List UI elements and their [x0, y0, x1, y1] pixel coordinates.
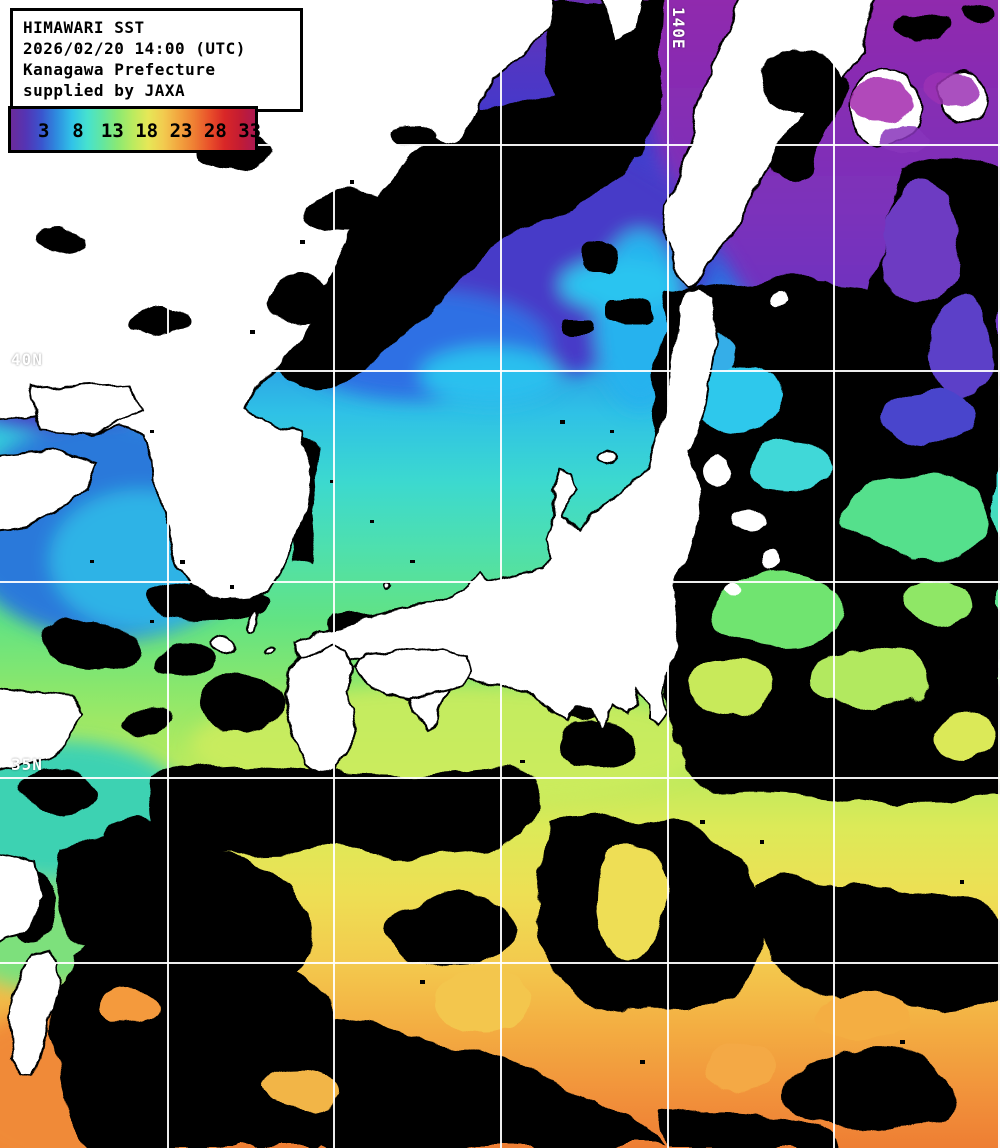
land-taiwan	[7, 949, 63, 1080]
land-zhejiang	[0, 853, 46, 943]
credit-label: supplied by JAXA	[23, 81, 186, 100]
colorbar-tick: 23	[169, 119, 193, 142]
colorbar-tick: 8	[72, 119, 84, 142]
colorbar-tick: 13	[100, 119, 124, 142]
region-label: Kanagawa Prefecture	[23, 60, 216, 79]
land-shandong	[0, 450, 98, 532]
land-iki	[268, 644, 276, 652]
land-jeju	[208, 637, 236, 655]
nodata-white-patches	[702, 290, 790, 596]
product-title: HIMAWARI SST	[23, 18, 145, 37]
land-sakhalin-tip	[601, 0, 645, 42]
cloud-speckles	[90, 180, 964, 1124]
land-liaodong	[28, 380, 142, 436]
ice-edge-mottle	[850, 70, 976, 154]
colorbar-tick: 18	[135, 119, 159, 142]
temperature-colorbar: 3 8 13 18 23 28 33	[8, 106, 262, 153]
map-title-box: HIMAWARI SST 2026/02/20 14:00 (UTC) Kana…	[10, 8, 303, 112]
land-jiangsu	[0, 688, 86, 771]
land-shikoku	[357, 643, 472, 702]
colorbar-tick: 3	[37, 119, 50, 142]
colorbar-gradient	[11, 109, 255, 150]
datetime-label: 2026/02/20 14:00 (UTC)	[23, 39, 246, 58]
cloud-color-patches	[100, 180, 995, 1112]
colorbar-tick: 33	[238, 119, 262, 142]
land-tsushima	[246, 609, 256, 631]
land-sado	[600, 447, 620, 463]
land-oki	[384, 582, 392, 590]
colorbar-tick: 28	[203, 119, 227, 142]
